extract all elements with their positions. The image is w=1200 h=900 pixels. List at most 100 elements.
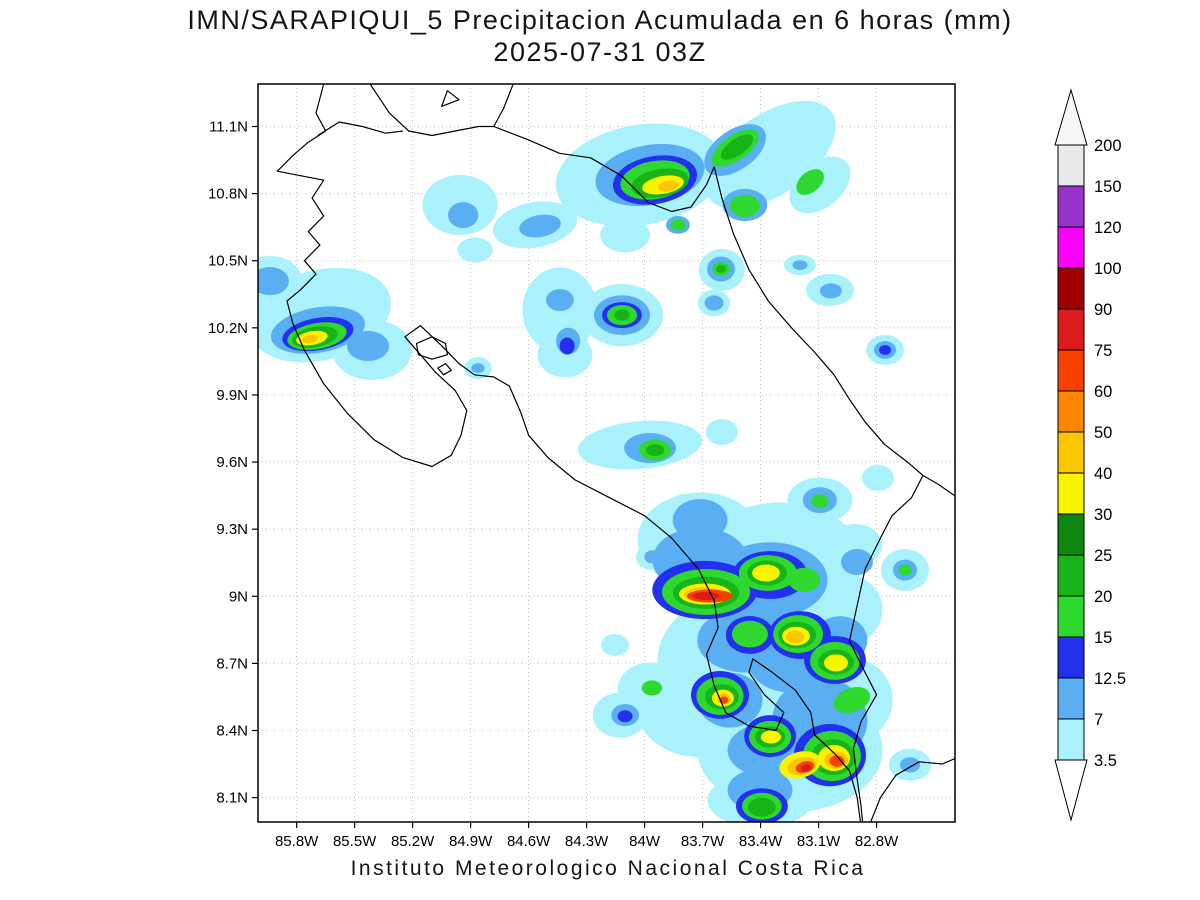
precip-cell — [731, 620, 768, 648]
colorbar-label: 30 — [1094, 506, 1112, 524]
colorbar-label: 40 — [1094, 465, 1112, 483]
colorbar-segment — [1057, 472, 1085, 515]
panama-border — [848, 475, 924, 822]
colorbar-segment — [1057, 390, 1085, 433]
lon-tick-label: 83.4W — [739, 833, 783, 850]
san-juan-river — [493, 125, 715, 213]
colorbar-label: 200 — [1094, 137, 1122, 155]
colorbar-segment — [1057, 513, 1085, 556]
precip-cell — [448, 202, 479, 229]
lat-tick-label: 8.1N — [216, 790, 248, 807]
lat-tick-label: 9N — [229, 588, 248, 605]
pacific-coast — [276, 84, 862, 822]
precip-cell — [705, 419, 738, 446]
colorbar-segment — [1057, 677, 1085, 720]
colorbar-segment — [1057, 185, 1085, 228]
colorbar-segment — [1057, 554, 1085, 597]
precip-cell — [672, 499, 728, 541]
colorbar-label: 50 — [1094, 424, 1112, 442]
lat-tick-label: 10.8N — [208, 186, 248, 203]
lat-tick-label: 8.7N — [216, 655, 248, 672]
precip-cell — [471, 363, 485, 373]
colorbar-label: 3.5 — [1094, 752, 1117, 770]
precip-cell — [898, 564, 912, 576]
precip-cell — [457, 237, 493, 263]
colorbar-label: 150 — [1094, 178, 1122, 196]
lon-tick-label: 83.7W — [681, 833, 725, 850]
colorbar-segment — [1057, 267, 1085, 310]
precip-cell — [600, 217, 650, 253]
lat-tick-label: 8.4N — [216, 722, 248, 739]
lon-tick-label: 83.1W — [797, 833, 841, 850]
precip-cell — [824, 654, 848, 672]
lat-tick-label: 10.5N — [208, 253, 248, 270]
colorbar: 3.5 7 12.5 15 20 25 30 40 50 60 75 90 100 120 150 200 — [1054, 88, 1126, 822]
lat-tick-label: 9.9N — [216, 387, 248, 404]
precip-cell — [670, 219, 686, 231]
lon-tick-label: 85.2W — [391, 833, 435, 850]
lon-tick-label: 84.3W — [565, 833, 609, 850]
colorbar-label: 12.5 — [1094, 670, 1126, 688]
precip-cell — [800, 764, 812, 772]
colorbar-segment — [1057, 636, 1085, 679]
precip-cell — [788, 567, 821, 592]
lon-tick-label: 84.9W — [449, 833, 493, 850]
colorbar-below-arrow — [1054, 759, 1088, 822]
precip-cell — [748, 797, 776, 817]
colorbar-label: 100 — [1094, 260, 1122, 278]
colorbar-segment — [1057, 349, 1085, 392]
precip-cell — [760, 730, 782, 744]
pacific-coast-panama — [870, 757, 955, 822]
chart-subtitle: 2025-07-31 03Z — [493, 37, 707, 67]
colorbar-label: 90 — [1094, 301, 1112, 319]
lon-tick-label: 85.5W — [333, 833, 377, 850]
island-outline — [437, 363, 452, 376]
lon-tick-label: 85.8W — [275, 833, 319, 850]
lat-tick-label: 9.3N — [216, 521, 248, 538]
precip-cell — [819, 283, 842, 299]
precip-cell — [704, 100, 836, 209]
precip-cell — [641, 680, 662, 696]
colorbar-segment — [1057, 308, 1085, 351]
map-plot: 11.1N 10.8N 10.5N 10.2N 9.9N 9.6N 9.3N 9N 8.7N 8.… — [208, 83, 956, 850]
precip-cell — [785, 630, 805, 644]
precip-cell — [692, 592, 720, 600]
precip-cell — [519, 214, 561, 238]
colorbar-segment — [1057, 144, 1085, 187]
precip-cell — [614, 309, 630, 321]
colorbar-label: 7 — [1094, 711, 1103, 729]
precip-cell — [861, 464, 894, 491]
precip-cell — [645, 444, 665, 456]
colorbar-label: 20 — [1094, 588, 1112, 606]
precip-cell — [716, 265, 726, 273]
precip-cell — [546, 289, 574, 312]
island-outline — [415, 336, 448, 360]
precip-cell — [833, 687, 871, 714]
lat-tick-label: 10.2N — [208, 320, 248, 337]
precip-cell — [346, 331, 390, 361]
precip-cell — [559, 337, 575, 355]
lat-tick-label: 9.6N — [216, 454, 248, 471]
precip-cell — [752, 564, 780, 582]
map-frame — [257, 83, 956, 823]
lon-tick-label: 82.8W — [855, 833, 899, 850]
island-outline — [441, 90, 460, 107]
precipitation-layer — [258, 100, 932, 822]
lat-tick-label: 11.1N — [209, 119, 248, 136]
precip-cell — [796, 169, 824, 195]
colorbar-segment — [1057, 431, 1085, 474]
precip-cell — [617, 710, 633, 723]
axis-labels: 11.1N 10.8N 10.5N 10.2N 9.9N 9.6N 9.3N 9N 8.7N 8.… — [208, 119, 899, 850]
precip-cell — [658, 180, 678, 192]
colorbar-label: 120 — [1094, 219, 1122, 237]
coastlines — [276, 84, 955, 822]
colorbar-segment — [1057, 595, 1085, 638]
lon-tick-label: 84W — [629, 833, 661, 850]
precip-cell — [729, 194, 760, 217]
colorbar-label: 60 — [1094, 383, 1112, 401]
precip-cell — [302, 334, 318, 344]
precip-cell — [792, 260, 808, 270]
colorbar-above-arrow — [1054, 88, 1088, 146]
